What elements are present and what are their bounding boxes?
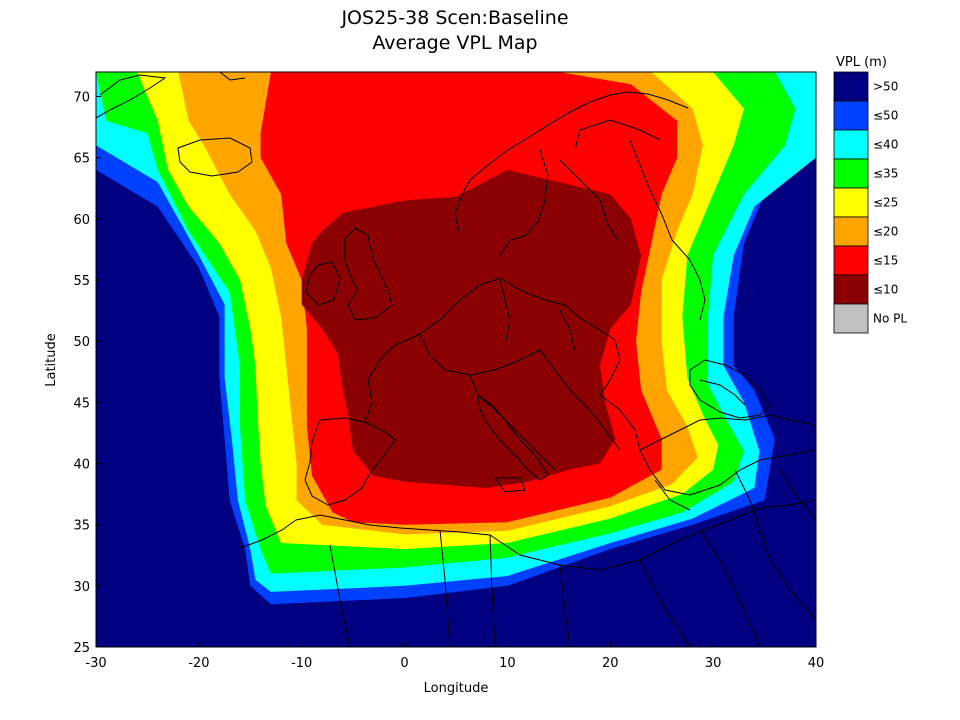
legend-label-8: No PL bbox=[873, 312, 907, 326]
x-axis-title: Longitude bbox=[424, 681, 489, 696]
legend-swatch-3 bbox=[833, 158, 869, 189]
borders-central-europe bbox=[364, 277, 621, 471]
legend-swatch-8 bbox=[833, 303, 869, 334]
legend-label-0: >50 bbox=[873, 80, 898, 94]
borders-balkans-turkey bbox=[599, 379, 816, 511]
x-tick-label-3: 0 bbox=[400, 656, 408, 671]
x-tick-label-4: 10 bbox=[499, 656, 516, 671]
y-axis: 25 30 35 40 45 50 55 60 65 70 bbox=[73, 90, 101, 656]
legend-label-5: ≤20 bbox=[873, 225, 898, 239]
y-tick-label-1: 30 bbox=[73, 580, 90, 595]
y-tick-label-0: 25 bbox=[73, 641, 90, 656]
coastline-iceland bbox=[177, 137, 253, 177]
border-finland-russia bbox=[629, 139, 706, 321]
legend-swatch-2 bbox=[833, 129, 869, 160]
x-tick-label-7: 40 bbox=[808, 656, 825, 671]
y-tick-label-3: 40 bbox=[73, 457, 90, 472]
legend-label-2: ≤40 bbox=[873, 138, 898, 152]
chart-title-line2: Average VPL Map bbox=[372, 32, 538, 54]
vpl-contours bbox=[96, 72, 816, 605]
y-tick-label-6: 55 bbox=[73, 274, 90, 289]
x-tick-label-6: 30 bbox=[705, 656, 722, 671]
coastline-scandinavia bbox=[454, 91, 689, 256]
borders-middle-east bbox=[734, 469, 816, 621]
x-tick-label-1: -20 bbox=[188, 656, 209, 671]
coastline-iberia bbox=[304, 417, 396, 506]
y-tick-label-8: 65 bbox=[73, 152, 90, 167]
legend-label-3: ≤35 bbox=[873, 167, 898, 181]
y-tick-label-5: 50 bbox=[73, 335, 90, 350]
contour-region-6 bbox=[301, 169, 642, 488]
y-axis-title: Latitude bbox=[44, 333, 59, 387]
y-tick-label-9: 70 bbox=[73, 90, 90, 105]
coastline-black-sea bbox=[689, 359, 771, 419]
coastline-arctic bbox=[96, 72, 246, 119]
coastline-north-africa bbox=[239, 499, 816, 647]
legend-label-1: ≤50 bbox=[873, 109, 898, 123]
legend-swatch-5 bbox=[833, 216, 869, 247]
y-tick-label-7: 60 bbox=[73, 213, 90, 228]
legend-title: VPL (m) bbox=[836, 55, 887, 70]
x-tick-label-0: -30 bbox=[85, 656, 106, 671]
legend-label-7: ≤10 bbox=[873, 283, 898, 297]
coastline-british-isles bbox=[305, 227, 393, 321]
legend: VPL (m) >50 ≤50 ≤40 ≤35 ≤25 ≤20 ≤15 ≤10 No PL bbox=[833, 55, 907, 334]
plot-area bbox=[95, 71, 817, 648]
plot-frame bbox=[95, 71, 817, 648]
x-tick-label-2: -10 bbox=[291, 656, 312, 671]
x-axis: -30 -20 -10 0 10 20 30 40 bbox=[85, 642, 824, 671]
legend-label-6: ≤15 bbox=[873, 254, 898, 268]
legend-swatch-4 bbox=[833, 187, 869, 218]
x-tick-label-5: 20 bbox=[602, 656, 619, 671]
legend-swatch-0 bbox=[833, 71, 869, 102]
legend-label-4: ≤25 bbox=[873, 196, 898, 210]
legend-items: >50 ≤50 ≤40 ≤35 ≤25 ≤20 ≤15 ≤10 No PL bbox=[833, 71, 907, 334]
y-tick-label-2: 35 bbox=[73, 519, 90, 534]
legend-swatch-6 bbox=[833, 245, 869, 276]
chart-title-line1: JOS25-38 Scen:Baseline bbox=[341, 7, 569, 29]
legend-swatch-7 bbox=[833, 274, 869, 305]
legend-swatch-1 bbox=[833, 100, 869, 131]
y-tick-label-4: 45 bbox=[73, 396, 90, 411]
coastline-italy bbox=[477, 393, 549, 493]
country-borders bbox=[96, 72, 816, 647]
